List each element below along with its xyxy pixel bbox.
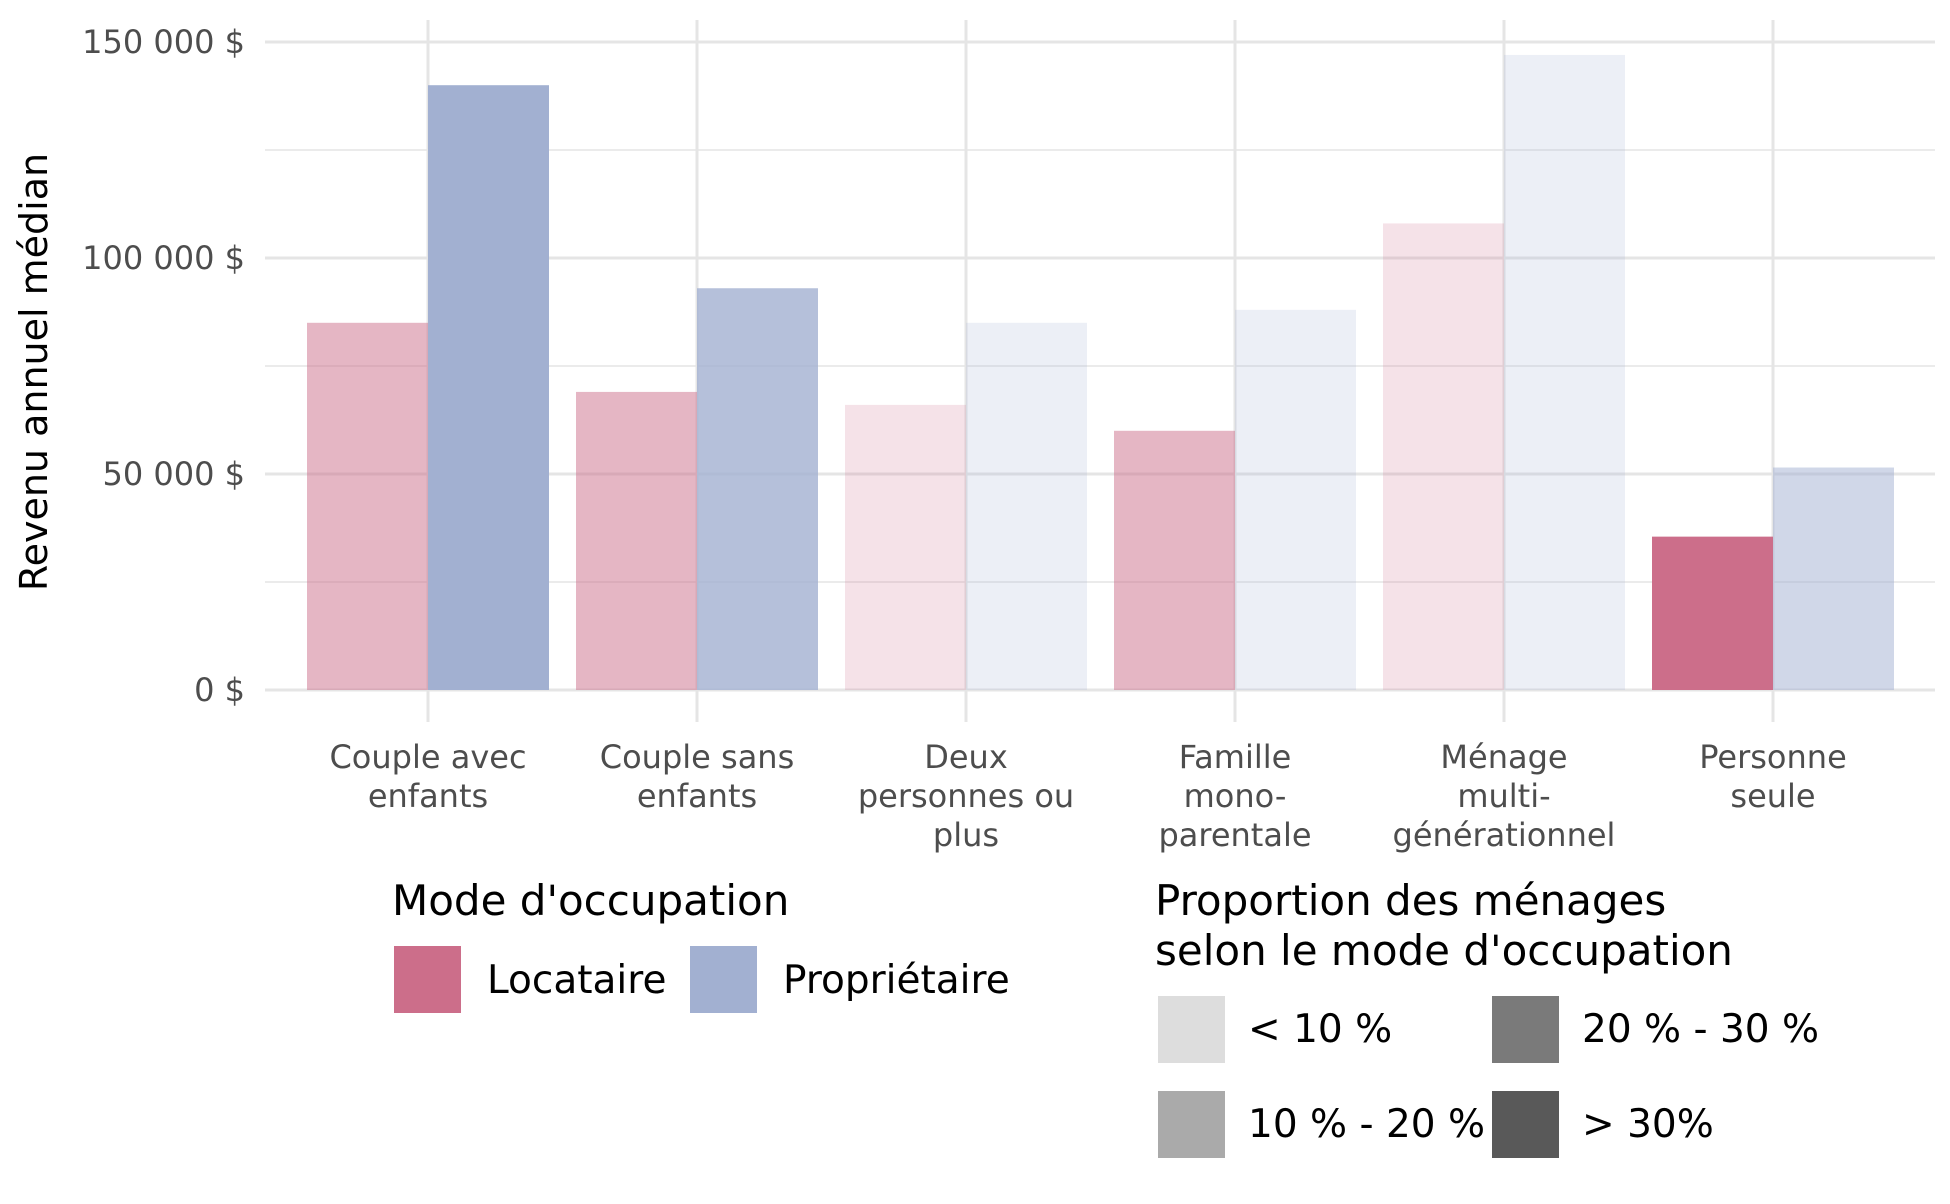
legend-proportion-title: Proportion des ménages selon le mode d'o… xyxy=(1155,876,1733,975)
bar-proprietaire-4 xyxy=(1504,54,1625,690)
y-tick-label: 0 $ xyxy=(194,671,245,709)
legend-proportion: Proportion des ménages selon le mode d'o… xyxy=(1155,876,1819,1158)
x-tick-label-line: Personne xyxy=(1699,738,1847,776)
legend-proportion-title-line-2: selon le mode d'occupation xyxy=(1155,926,1733,975)
x-tick-label-line: mono- xyxy=(1184,777,1287,815)
y-tick-label: 50 000 $ xyxy=(103,455,246,493)
y-tick-label: 150 000 $ xyxy=(82,23,245,61)
legend-mode-title: Mode d'occupation xyxy=(392,876,789,925)
x-tick-label-line: Ménage xyxy=(1440,738,1567,776)
x-tick-label-line: multi- xyxy=(1457,777,1550,815)
legend-proportion-label-3: > 30% xyxy=(1582,1102,1714,1147)
x-tick-label-line: enfants xyxy=(637,777,757,815)
legend-proportion-title-line-1: Proportion des ménages xyxy=(1155,876,1666,925)
x-tick-label-line: plus xyxy=(933,816,999,854)
bar-locataire-0 xyxy=(307,322,428,690)
x-tick-label-line: Deux xyxy=(924,738,1008,776)
x-tick-label-line: Couple avec xyxy=(329,738,526,776)
legend-proportion-key-2 xyxy=(1158,1091,1225,1158)
legend-proportion-label-0: < 10 % xyxy=(1248,1007,1392,1052)
bar-locataire-2 xyxy=(845,404,966,690)
x-tick-label-line: personnes ou xyxy=(858,777,1074,815)
x-tick-label-line: parentale xyxy=(1158,816,1311,854)
y-tick-label: 100 000 $ xyxy=(82,239,245,277)
bar-proprietaire-0 xyxy=(428,85,549,690)
x-tick-label-line: Couple sans xyxy=(600,738,795,776)
bar-proprietaire-2 xyxy=(966,322,1087,690)
y-axis-title: Revenu annuel médian xyxy=(12,153,56,591)
x-tick-label-line: Famille xyxy=(1179,738,1292,776)
x-tick-label-line: enfants xyxy=(368,777,488,815)
bars xyxy=(307,54,1894,690)
legend-mode-key-1 xyxy=(690,946,757,1013)
x-tick-label: Personne seule xyxy=(1699,738,1847,815)
legend-proportion-label-1: 20 % - 30 % xyxy=(1582,1007,1819,1052)
legend-proportion-key-1 xyxy=(1492,996,1559,1063)
legend-proportion-key-3 xyxy=(1492,1091,1559,1158)
bar-locataire-4 xyxy=(1383,223,1504,690)
legend-mode-label-1: Propriétaire xyxy=(783,958,1010,1003)
bar-proprietaire-1 xyxy=(697,288,818,690)
legend-proportion-label-2: 10 % - 20 % xyxy=(1248,1102,1485,1147)
x-tick-label: Couple avec enfants xyxy=(329,738,526,815)
legend-mode-key-0 xyxy=(394,946,461,1013)
legend-mode-label-0: Locataire xyxy=(487,958,666,1003)
legend-mode: Mode d'occupation Locataire Propriétaire xyxy=(392,876,1010,1013)
bar-locataire-1 xyxy=(576,391,697,690)
bar-locataire-3 xyxy=(1114,430,1235,690)
bar-proprietaire-5 xyxy=(1773,467,1894,690)
x-tick-label: Ménage multi-générationnel xyxy=(1393,738,1616,854)
x-tick-label-line: seule xyxy=(1730,777,1815,815)
bar-proprietaire-3 xyxy=(1235,309,1356,690)
x-tick-label: Couple sans enfants xyxy=(600,738,795,815)
y-axis-ticks: 0 $ 50 000 $ 100 000 $ 150 000 $ xyxy=(82,23,245,709)
bar-locataire-5 xyxy=(1652,536,1773,690)
x-tick-label-line: générationnel xyxy=(1393,816,1616,854)
legend-proportion-key-0 xyxy=(1158,996,1225,1063)
x-tick-label: Deux personnes ou plus xyxy=(858,738,1074,854)
x-tick-label: Famille mono-parentale xyxy=(1158,738,1311,854)
